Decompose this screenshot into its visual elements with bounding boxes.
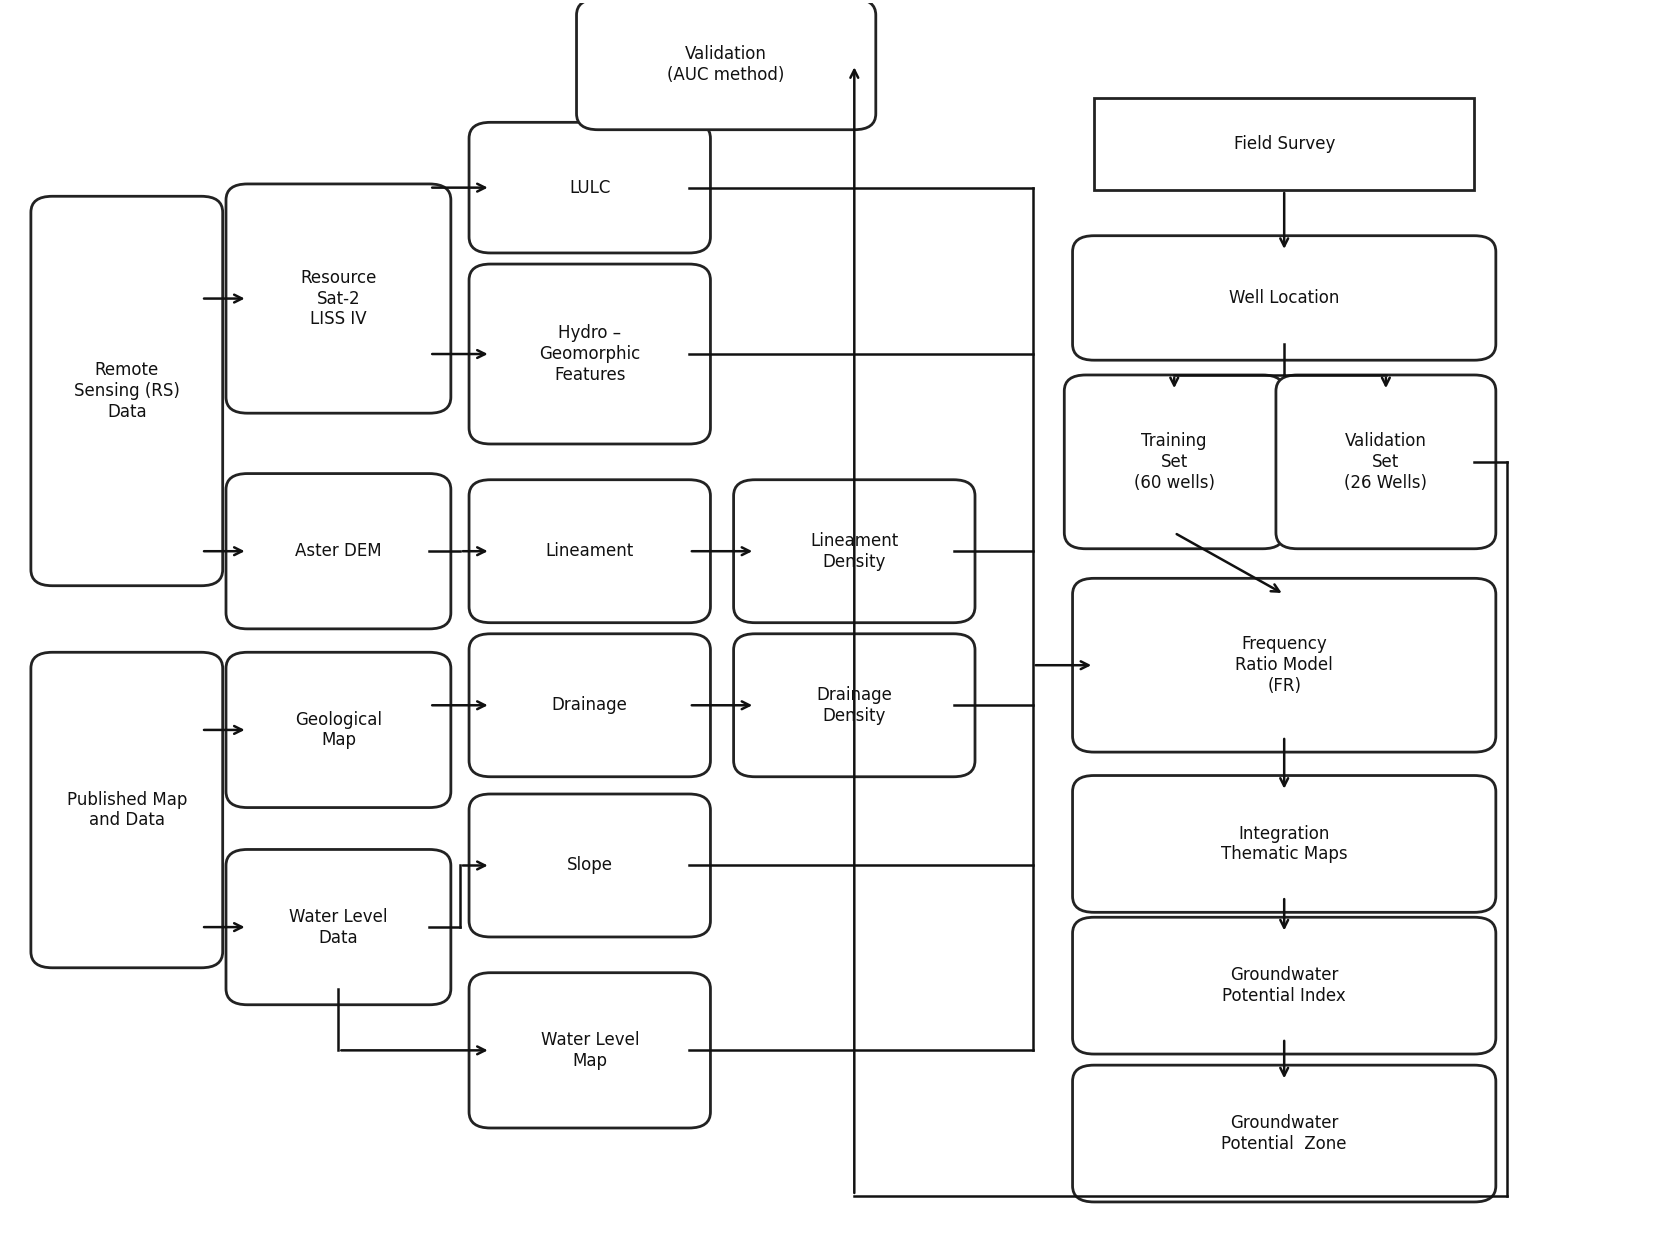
FancyBboxPatch shape [1073,578,1496,753]
Text: Validation
Set
(26 Wells): Validation Set (26 Wells) [1344,432,1427,491]
FancyBboxPatch shape [1073,775,1496,912]
Text: Lineament: Lineament [546,542,634,561]
Text: Lineament
Density: Lineament Density [810,532,899,571]
FancyBboxPatch shape [226,849,451,1005]
Text: Field Survey: Field Survey [1234,135,1335,152]
Text: Training
Set
(60 wells): Training Set (60 wells) [1133,432,1214,491]
Text: Aster DEM: Aster DEM [295,542,382,561]
FancyBboxPatch shape [469,264,710,444]
Text: Remote
Sensing (RS)
Data: Remote Sensing (RS) Data [75,361,179,421]
FancyBboxPatch shape [469,634,710,776]
Text: Validation
(AUC method): Validation (AUC method) [667,45,785,84]
FancyBboxPatch shape [226,474,451,629]
Text: Hydro –
Geomorphic
Features: Hydro – Geomorphic Features [539,324,640,384]
FancyBboxPatch shape [469,973,710,1128]
Text: Frequency
Ratio Model
(FR): Frequency Ratio Model (FR) [1236,635,1334,695]
Text: Groundwater
Potential Index: Groundwater Potential Index [1223,966,1345,1005]
FancyBboxPatch shape [577,0,876,130]
FancyBboxPatch shape [1073,1065,1496,1202]
FancyBboxPatch shape [1073,917,1496,1054]
Text: Resource
Sat-2
LISS IV: Resource Sat-2 LISS IV [300,269,377,328]
Text: Slope: Slope [567,857,612,874]
FancyBboxPatch shape [32,197,222,586]
FancyBboxPatch shape [1093,98,1475,191]
FancyBboxPatch shape [733,634,975,776]
FancyBboxPatch shape [1073,235,1496,360]
Text: Water Level
Data: Water Level Data [289,907,388,947]
FancyBboxPatch shape [469,123,710,253]
FancyBboxPatch shape [226,184,451,413]
Text: Groundwater
Potential  Zone: Groundwater Potential Zone [1221,1114,1347,1153]
FancyBboxPatch shape [1065,375,1284,548]
FancyBboxPatch shape [469,794,710,937]
Text: Water Level
Map: Water Level Map [541,1031,639,1070]
FancyBboxPatch shape [469,480,710,623]
Text: Well Location: Well Location [1229,288,1339,307]
FancyBboxPatch shape [733,480,975,623]
Text: LULC: LULC [569,178,611,197]
Text: Published Map
and Data: Published Map and Data [66,791,187,829]
Text: Integration
Thematic Maps: Integration Thematic Maps [1221,825,1347,863]
FancyBboxPatch shape [1276,375,1496,548]
Text: Drainage
Density: Drainage Density [816,686,893,724]
FancyBboxPatch shape [32,652,222,968]
Text: Geological
Map: Geological Map [295,711,382,749]
Text: Drainage: Drainage [552,696,627,714]
FancyBboxPatch shape [226,652,451,807]
